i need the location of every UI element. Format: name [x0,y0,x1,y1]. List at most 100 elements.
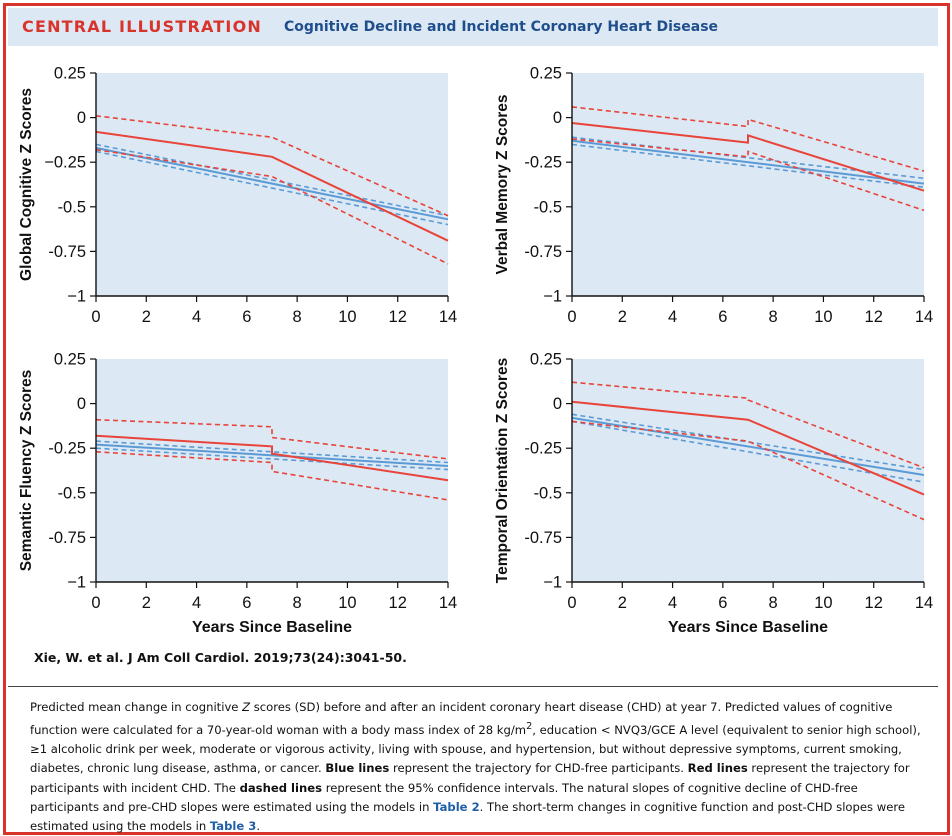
header-label: CENTRAL ILLUSTRATION [22,17,262,36]
x-tick-label: 14 [915,594,933,612]
y-tick-label: -0.25 [524,440,562,458]
plot-area [572,359,924,582]
caption-part: represent the trajectory for participant… [30,761,910,795]
y-tick-label: −1 [67,574,86,592]
x-tick-label: 0 [91,308,100,326]
table-3-link[interactable]: Table 3 [209,819,257,834]
red-solid-line [571,122,925,192]
x-tick-label: 12 [865,308,883,326]
y-tick-label: −0.25 [44,154,86,172]
y-tick-label: 0 [553,395,562,413]
caption-part: . [256,819,261,834]
y-axis-label: Semantic Fluency Z Scores [18,370,35,572]
x-tick-label: 12 [865,594,883,612]
plot-area [96,359,448,582]
blue-dashed-line [571,420,925,483]
header-bar: CENTRAL ILLUSTRATION Cognitive Decline a… [8,8,938,46]
x-tick-label: 8 [769,594,778,612]
blue-solid-line [95,146,449,221]
red-dashed-line [571,106,925,172]
plot-area [572,73,924,296]
table-2-link[interactable]: Table 2 [433,799,480,814]
y-tick-label: -0.25 [48,440,86,458]
header-title: Cognitive Decline and Incident Coronary … [284,19,719,35]
blue-solid-line [95,443,449,467]
y-tick-label: 0 [77,395,86,413]
x-tick-label: 14 [915,308,933,326]
x-tick-label: 14 [439,594,457,612]
x-tick-label: 14 [439,308,457,326]
x-tick-label: 6 [718,594,727,612]
x-tick-label: 10 [338,308,356,326]
x-tick-label: 2 [142,594,151,612]
red-solid-line [95,130,449,242]
citation: Xie, W. et al. J Am Coll Cardiol. 2019;7… [34,650,407,665]
y-tick-label: 0.25 [530,65,562,83]
blue-solid-line [571,139,925,185]
red-dashed-line [95,418,449,460]
x-tick-label: 2 [618,308,627,326]
x-tick-label: 10 [814,594,832,612]
x-tick-label: 8 [769,308,778,326]
x-tick-label: 4 [192,594,201,612]
x-tick-label: 10 [338,594,356,612]
x-tick-label: 12 [389,594,407,612]
x-tick-label: 0 [91,594,100,612]
x-tick-label: 2 [618,594,627,612]
caption-part: , education < NVQ3/GCE A level (equivale… [30,723,921,776]
y-tick-label: 0 [553,109,562,127]
x-tick-label: 4 [192,308,201,326]
blue-solid-line [571,416,925,476]
caption: Predicted mean change in cognitive Z sco… [30,698,924,836]
x-tick-label: 4 [668,308,677,326]
y-tick-label: -0.5 [534,484,562,502]
caption-part: scores (SD) before and after an incident… [30,700,893,738]
x-tick-label: 6 [718,308,727,326]
x-tick-label: 8 [293,308,302,326]
y-axis-label: Temporal Orientation Z Scores [494,358,511,583]
caption-part: Predicted mean change in cognitive [30,700,243,714]
y-tick-label: -0.5 [58,198,86,216]
x-tick-label: 10 [814,308,832,326]
red-solid-line [571,400,925,496]
y-tick-label: 0 [77,109,86,127]
caption-part: represent the 95% confidence intervals. … [30,780,858,814]
x-tick-label: 4 [668,594,677,612]
caption-z: Z [242,700,251,714]
red-dashed-line [571,138,925,212]
red-dashed-line [95,451,449,501]
blue-dashed-line [95,440,449,464]
y-tick-label: -0.75 [48,243,86,261]
y-tick-label: 0.25 [54,351,86,369]
y-axis-label: Global Cognitive Z Scores [18,88,35,281]
caption-part: . The short-term changes in cognitive fu… [30,799,905,834]
y-tick-label: -0.25 [524,154,562,172]
red-dashed-line [95,148,449,265]
caption-red-lines: Red lines [687,761,748,776]
y-tick-label: -0.75 [48,529,86,547]
x-axis-label: Years Since Baseline [192,619,352,636]
y-tick-label: -0.75 [524,243,562,261]
x-axis-label: Years Since Baseline [668,619,828,636]
caption-part: represent the trajectory for CHD-free pa… [389,761,688,776]
caption-dashed-lines: dashed lines [239,780,323,795]
red-solid-line [95,434,449,482]
y-tick-label: 0.25 [530,351,562,369]
y-tick-label: -0.5 [534,198,562,216]
red-dashed-line [571,381,925,469]
y-tick-label: −1 [67,288,86,306]
y-tick-label: −1 [543,574,562,592]
caption-sup: 2 [526,721,533,733]
caption-blue-lines: Blue lines [325,761,390,776]
x-tick-label: 12 [389,308,407,326]
y-tick-label: −1 [543,288,562,306]
x-tick-label: 0 [567,308,576,326]
x-tick-label: 6 [242,308,251,326]
y-tick-label: -0.5 [58,484,86,502]
y-tick-label: -0.75 [524,529,562,547]
blue-dashed-line [95,447,449,471]
y-tick-label: 0.25 [54,65,86,83]
x-tick-label: 2 [142,308,151,326]
x-tick-label: 8 [293,594,302,612]
